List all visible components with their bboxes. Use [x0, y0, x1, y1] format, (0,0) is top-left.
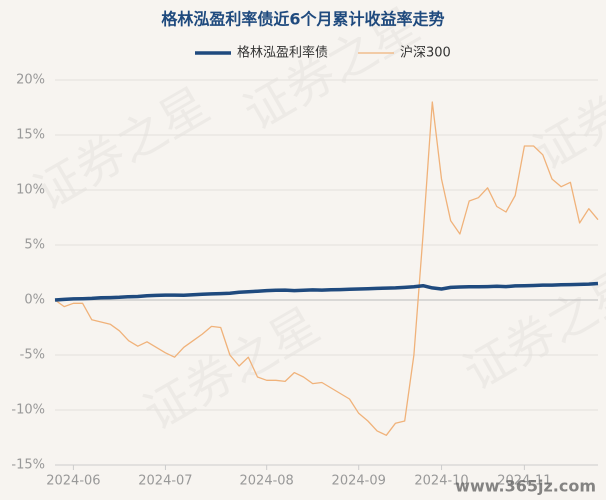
chart-title: 格林泓盈利率债近6个月累计收益率走势 — [161, 10, 444, 29]
y-tick-label: 10% — [16, 183, 45, 198]
series-line — [54, 281, 599, 302]
y-tick-label: -5% — [20, 348, 45, 363]
y-tick-label: 5% — [24, 238, 45, 253]
legend-label: 沪深300 — [400, 45, 451, 61]
site-label: www.365jz.com — [455, 477, 596, 496]
x-tick-label: 2024-06 — [46, 474, 100, 489]
y-tick-label: 0% — [24, 293, 45, 308]
series-line — [54, 101, 599, 436]
x-tick-label: 2024-08 — [240, 474, 294, 489]
x-tick-label: 2024-09 — [332, 474, 386, 489]
y-tick-label: -10% — [11, 403, 45, 418]
x-tick-label: 2024-10 — [414, 474, 468, 489]
x-tick-label: 2024-07 — [138, 474, 192, 489]
y-tick-label: -15% — [11, 458, 45, 473]
x-tick-label: 2024-11 — [497, 474, 551, 489]
y-tick-label: 20% — [16, 73, 45, 88]
legend-label: 格林泓盈利率债 — [237, 45, 328, 61]
y-tick-label: 15% — [16, 128, 45, 143]
